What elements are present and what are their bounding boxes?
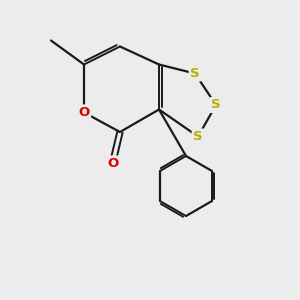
Text: O: O (107, 157, 118, 170)
Text: S: S (211, 98, 221, 112)
Text: S: S (193, 130, 203, 143)
Text: S: S (190, 67, 200, 80)
Text: O: O (78, 106, 90, 119)
